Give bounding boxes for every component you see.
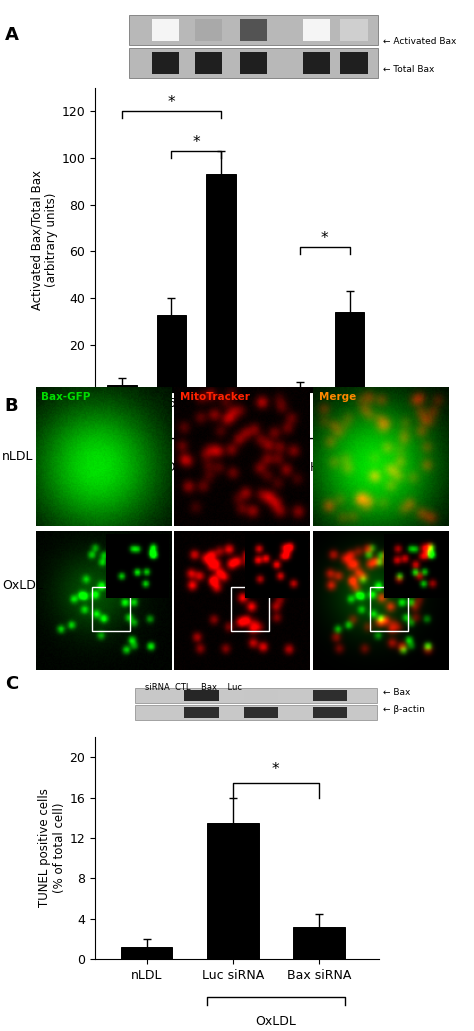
- Bar: [121, 946, 173, 959]
- Bar: [285, 387, 315, 392]
- Text: *: *: [168, 95, 175, 110]
- FancyBboxPatch shape: [184, 690, 219, 701]
- Text: MitoTracker: MitoTracker: [180, 392, 250, 402]
- Bar: [206, 174, 236, 392]
- FancyBboxPatch shape: [313, 690, 347, 701]
- Text: C: C: [5, 675, 18, 693]
- Text: HAEC: HAEC: [310, 461, 345, 474]
- Text: siRNA  CTL    Bax    Luc: siRNA CTL Bax Luc: [145, 683, 242, 692]
- Bar: [335, 312, 365, 392]
- Text: Bax-GFP: Bax-GFP: [41, 392, 91, 402]
- FancyBboxPatch shape: [184, 707, 219, 718]
- FancyBboxPatch shape: [340, 53, 368, 74]
- FancyBboxPatch shape: [135, 705, 377, 720]
- Text: ← Activated Bax: ← Activated Bax: [383, 37, 456, 45]
- Bar: [231, 587, 269, 631]
- Text: OxLDL: OxLDL: [97, 434, 138, 446]
- Text: ← Total Bax: ← Total Bax: [383, 65, 434, 73]
- Text: ← Bax: ← Bax: [383, 689, 410, 697]
- Text: Merge: Merge: [319, 392, 356, 402]
- Text: B: B: [5, 397, 18, 414]
- Text: OxLDL: OxLDL: [255, 1016, 296, 1028]
- FancyBboxPatch shape: [240, 20, 267, 41]
- FancyBboxPatch shape: [240, 53, 267, 74]
- Bar: [293, 927, 345, 959]
- Bar: [207, 823, 258, 959]
- FancyBboxPatch shape: [135, 688, 377, 703]
- Bar: [92, 587, 130, 631]
- Bar: [156, 314, 186, 392]
- FancyBboxPatch shape: [194, 20, 222, 41]
- FancyBboxPatch shape: [244, 690, 278, 701]
- Text: ← β-actin: ← β-actin: [383, 705, 425, 713]
- FancyBboxPatch shape: [244, 707, 278, 718]
- Text: *: *: [272, 763, 280, 777]
- Text: A: A: [5, 26, 18, 43]
- Text: OxLDL: OxLDL: [2, 579, 43, 592]
- FancyBboxPatch shape: [152, 20, 180, 41]
- FancyBboxPatch shape: [313, 707, 347, 718]
- Text: *: *: [192, 135, 200, 149]
- FancyBboxPatch shape: [129, 14, 378, 44]
- FancyBboxPatch shape: [302, 20, 330, 41]
- FancyBboxPatch shape: [194, 53, 222, 74]
- FancyBboxPatch shape: [340, 20, 368, 41]
- FancyBboxPatch shape: [302, 53, 330, 74]
- FancyBboxPatch shape: [129, 47, 378, 77]
- Text: nLDL: nLDL: [2, 451, 34, 463]
- FancyBboxPatch shape: [152, 53, 180, 74]
- Text: *: *: [321, 231, 328, 245]
- Y-axis label: TUNEL positive cells
(% of total cell): TUNEL positive cells (% of total cell): [38, 789, 66, 907]
- Text: EDC: EDC: [158, 461, 184, 474]
- Bar: [370, 587, 408, 631]
- Y-axis label: Activated Bax/Total Bax
(arbitrary units): Activated Bax/Total Bax (arbitrary units…: [30, 170, 58, 309]
- Bar: [107, 385, 137, 392]
